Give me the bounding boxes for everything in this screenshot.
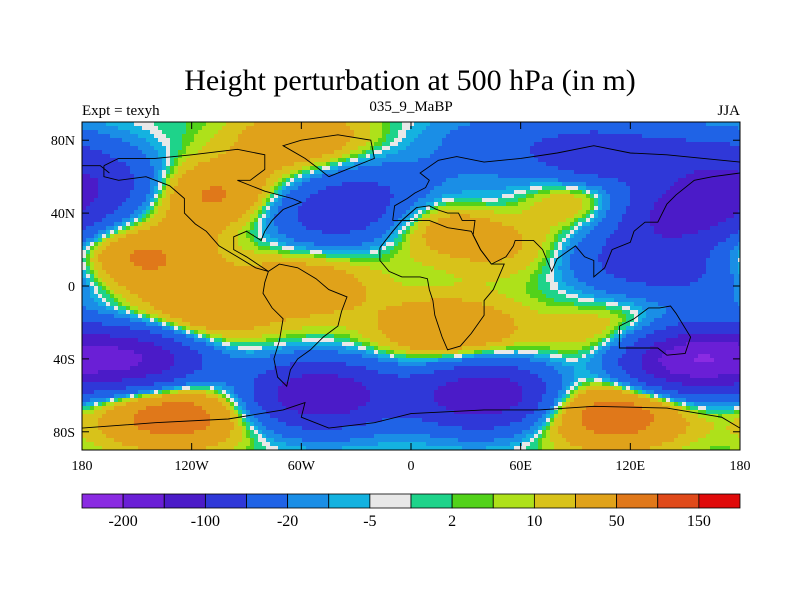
y-tick-label: 80N bbox=[51, 134, 75, 149]
x-tick-label: 60W bbox=[288, 459, 316, 474]
colorbar-swatch bbox=[204, 493, 247, 509]
colorbar-label: -200 bbox=[108, 513, 137, 530]
coastline-path bbox=[392, 172, 740, 278]
colorbar-swatch bbox=[328, 493, 371, 509]
colorbar-swatch bbox=[698, 493, 741, 509]
x-tick-label: 180 bbox=[72, 459, 93, 474]
coastline-path bbox=[618, 305, 692, 356]
coastline-path bbox=[82, 165, 110, 174]
coastline-path bbox=[281, 134, 375, 178]
y-axis: 80N 40N 0 40S 80S bbox=[51, 134, 740, 441]
x-tick-label: 0 bbox=[408, 459, 415, 474]
colorbar-swatch bbox=[122, 493, 165, 509]
y-tick-label: 0 bbox=[68, 280, 75, 295]
colorbar-swatch bbox=[451, 493, 494, 509]
colorbar-swatch bbox=[81, 493, 124, 509]
coastline-path bbox=[82, 401, 740, 429]
y-tick-label: 40N bbox=[51, 207, 75, 222]
colorbar-swatch bbox=[616, 493, 659, 509]
colorbar-swatch bbox=[410, 493, 453, 509]
x-tick-label: 180 bbox=[730, 459, 751, 474]
chart-title: Height perturbation at 500 hPa (in m) bbox=[184, 64, 636, 97]
colorbar-label: 10 bbox=[526, 513, 542, 530]
y-tick-label: 40S bbox=[53, 353, 75, 368]
colorbar-label: 2 bbox=[448, 513, 456, 530]
x-tick-label: 120W bbox=[175, 459, 210, 474]
colorbar: -200 -100 -20 -5 2 10 50 150 bbox=[81, 493, 741, 530]
y-tick-label: 80S bbox=[53, 426, 75, 441]
chart-subtitle-right: JJA bbox=[717, 103, 740, 119]
coastline-path bbox=[103, 148, 303, 272]
x-tick-label: 60E bbox=[509, 459, 532, 474]
colorbar-label: 150 bbox=[687, 513, 711, 530]
chart-subtitle-left: Expt = texyh bbox=[82, 103, 160, 119]
heatmap-field bbox=[82, 122, 740, 450]
coastline-path bbox=[262, 263, 348, 388]
coastlines bbox=[82, 134, 740, 441]
colorbar-swatch bbox=[246, 493, 289, 509]
colorbar-swatch bbox=[575, 493, 618, 509]
colorbar-label: -5 bbox=[363, 513, 376, 530]
coastline-path bbox=[379, 219, 505, 351]
chart-subtitle-center: 035_9_MaBP bbox=[369, 99, 452, 115]
x-axis: 180 120W 60W 0 60E 120E 180 bbox=[72, 122, 751, 474]
colorbar-swatch bbox=[492, 493, 535, 509]
colorbar-swatch bbox=[657, 493, 700, 509]
colorbar-label: -100 bbox=[191, 513, 220, 530]
x-tick-label: 120E bbox=[616, 459, 646, 474]
colorbar-label: -20 bbox=[277, 513, 298, 530]
colorbar-swatch bbox=[287, 493, 330, 509]
colorbar-swatch bbox=[163, 493, 206, 509]
colorbar-label: 50 bbox=[609, 513, 625, 530]
colorbar-swatch bbox=[533, 493, 576, 509]
coastline-path bbox=[392, 145, 740, 221]
colorbar-swatch bbox=[369, 493, 412, 509]
